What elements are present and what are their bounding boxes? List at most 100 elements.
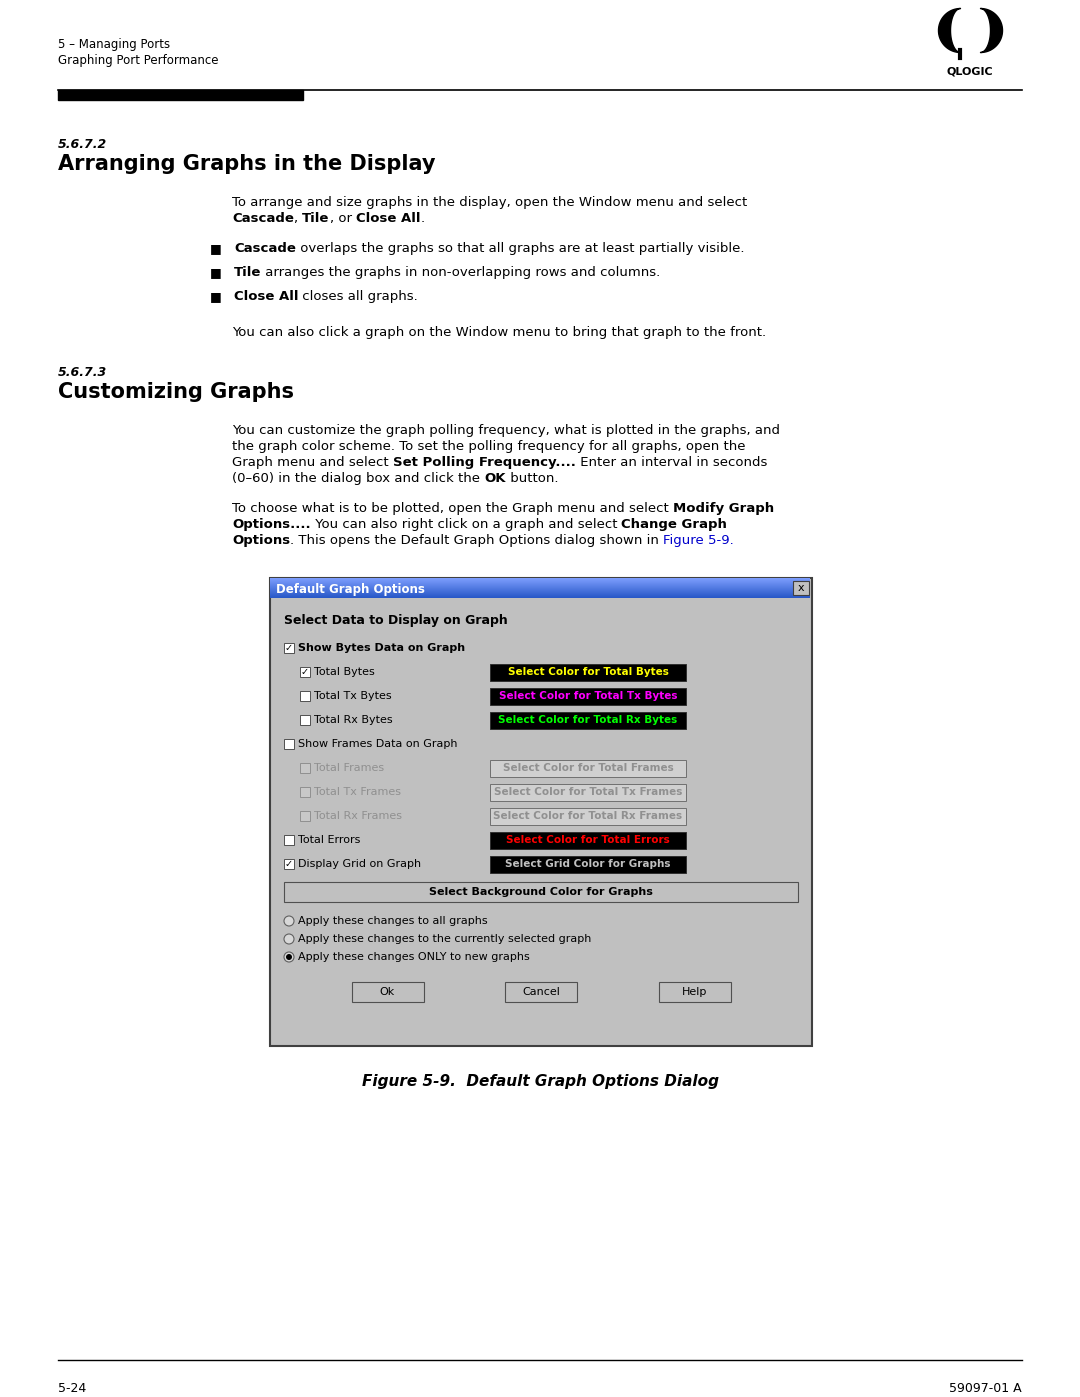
- Text: the graph color scheme. To set the polling frequency for all graphs, open the: the graph color scheme. To set the polli…: [232, 440, 745, 453]
- Text: overlaps the graphs so that all graphs are at least partially visible.: overlaps the graphs so that all graphs a…: [296, 242, 744, 256]
- Text: ■: ■: [210, 242, 221, 256]
- Text: Figure 5-9.: Figure 5-9.: [663, 534, 734, 548]
- Text: Help: Help: [681, 988, 707, 997]
- Text: Show Bytes Data on Graph: Show Bytes Data on Graph: [298, 643, 465, 652]
- Text: Ok: Ok: [380, 988, 395, 997]
- Text: ✓: ✓: [285, 859, 293, 869]
- Text: Cascade: Cascade: [234, 242, 296, 256]
- Text: ■: ■: [210, 291, 221, 303]
- Text: .: .: [420, 212, 424, 225]
- Text: To arrange and size graphs in the display, open the Window menu and select: To arrange and size graphs in the displa…: [232, 196, 747, 210]
- Text: To choose what is to be plotted, open the Graph menu and select: To choose what is to be plotted, open th…: [232, 502, 673, 515]
- Circle shape: [286, 954, 292, 960]
- Bar: [270, 578, 812, 1046]
- Circle shape: [284, 951, 294, 963]
- Circle shape: [284, 916, 294, 926]
- Bar: [351, 982, 423, 1002]
- Text: Default Graph Options: Default Graph Options: [276, 583, 424, 595]
- Text: Graph menu and select: Graph menu and select: [232, 455, 393, 469]
- Text: OK: OK: [484, 472, 505, 485]
- Bar: [300, 787, 310, 798]
- Bar: [300, 812, 310, 821]
- Text: You can customize the graph polling frequency, what is plotted in the graphs, an: You can customize the graph polling freq…: [232, 425, 780, 437]
- Text: You can also right click on a graph and select: You can also right click on a graph and …: [311, 518, 621, 531]
- Text: Select Data to Display on Graph: Select Data to Display on Graph: [284, 615, 508, 627]
- Text: Select Color for Total Frames: Select Color for Total Frames: [502, 763, 673, 773]
- Text: Enter an interval in seconds: Enter an interval in seconds: [576, 455, 767, 469]
- Text: Total Tx Bytes: Total Tx Bytes: [314, 692, 392, 701]
- Text: Modify Graph: Modify Graph: [673, 502, 774, 515]
- Text: ✓: ✓: [301, 666, 309, 678]
- Text: Show Frames Data on Graph: Show Frames Data on Graph: [298, 739, 458, 749]
- Bar: [58, 89, 303, 101]
- Bar: [300, 715, 310, 725]
- Text: Set Polling Frequency....: Set Polling Frequency....: [393, 455, 576, 469]
- Text: Change Graph: Change Graph: [621, 518, 727, 531]
- Bar: [490, 664, 686, 680]
- Bar: [284, 643, 294, 652]
- Text: 5.6.7.3: 5.6.7.3: [58, 366, 107, 379]
- Text: 5.6.7.2: 5.6.7.2: [58, 138, 107, 151]
- Text: You can also click a graph on the Window menu to bring that graph to the front.: You can also click a graph on the Window…: [232, 326, 766, 339]
- Text: Cancel: Cancel: [522, 988, 559, 997]
- Text: 5-24: 5-24: [58, 1382, 86, 1396]
- Text: 59097-01 A: 59097-01 A: [949, 1382, 1022, 1396]
- Text: Apply these changes to all graphs: Apply these changes to all graphs: [298, 916, 488, 926]
- Text: closes all graphs.: closes all graphs.: [298, 291, 418, 303]
- Bar: [659, 982, 730, 1002]
- Text: Total Tx Frames: Total Tx Frames: [314, 787, 401, 798]
- Text: , or: , or: [329, 212, 356, 225]
- Text: Select Color for Total Tx Bytes: Select Color for Total Tx Bytes: [499, 692, 677, 701]
- Text: ■: ■: [210, 265, 221, 279]
- Bar: [490, 711, 686, 728]
- Bar: [284, 859, 294, 869]
- Text: Options: Options: [232, 534, 291, 548]
- Text: ✓: ✓: [285, 643, 293, 652]
- Text: Tile: Tile: [302, 212, 329, 225]
- Text: Figure 5-9.  Default Graph Options Dialog: Figure 5-9. Default Graph Options Dialog: [363, 1074, 719, 1090]
- Text: Cascade: Cascade: [232, 212, 294, 225]
- Text: Customizing Graphs: Customizing Graphs: [58, 381, 294, 402]
- Bar: [490, 831, 686, 848]
- Text: Close All: Close All: [356, 212, 420, 225]
- Text: Select Color for Total Rx Bytes: Select Color for Total Rx Bytes: [498, 715, 677, 725]
- Text: Graphing Port Performance: Graphing Port Performance: [58, 54, 218, 67]
- Text: x: x: [798, 583, 805, 592]
- Text: button.: button.: [505, 472, 558, 485]
- Text: Close All: Close All: [234, 291, 298, 303]
- Bar: [490, 760, 686, 777]
- Bar: [490, 855, 686, 873]
- Text: Select Color for Total Errors: Select Color for Total Errors: [507, 835, 670, 845]
- Bar: [300, 692, 310, 701]
- Bar: [300, 666, 310, 678]
- Text: Apply these changes to the currently selected graph: Apply these changes to the currently sel…: [298, 935, 592, 944]
- Text: Total Bytes: Total Bytes: [314, 666, 375, 678]
- Text: ,: ,: [294, 212, 302, 225]
- Bar: [284, 882, 798, 902]
- Bar: [284, 835, 294, 845]
- Text: arranges the graphs in non-overlapping rows and columns.: arranges the graphs in non-overlapping r…: [261, 265, 661, 279]
- Text: Total Frames: Total Frames: [314, 763, 384, 773]
- Text: 5 – Managing Ports: 5 – Managing Ports: [58, 38, 171, 52]
- Text: QLOGIC: QLOGIC: [947, 66, 994, 75]
- Bar: [490, 807, 686, 824]
- Text: Total Rx Frames: Total Rx Frames: [314, 812, 402, 821]
- Text: Total Rx Bytes: Total Rx Bytes: [314, 715, 393, 725]
- Text: Display Grid on Graph: Display Grid on Graph: [298, 859, 421, 869]
- Bar: [284, 739, 294, 749]
- Text: . This opens the Default Graph Options dialog shown in: . This opens the Default Graph Options d…: [291, 534, 663, 548]
- Bar: [505, 982, 577, 1002]
- Text: Arranging Graphs in the Display: Arranging Graphs in the Display: [58, 154, 435, 175]
- Bar: [300, 763, 310, 773]
- Text: (0–60) in the dialog box and click the: (0–60) in the dialog box and click the: [232, 472, 484, 485]
- Text: Total Errors: Total Errors: [298, 835, 361, 845]
- Text: Apply these changes ONLY to new graphs: Apply these changes ONLY to new graphs: [298, 951, 530, 963]
- Bar: [490, 784, 686, 800]
- Text: Tile: Tile: [234, 265, 261, 279]
- Text: Select Background Color for Graphs: Select Background Color for Graphs: [429, 887, 653, 897]
- Text: Select Color for Total Bytes: Select Color for Total Bytes: [508, 666, 669, 678]
- Circle shape: [284, 935, 294, 944]
- Bar: [490, 687, 686, 704]
- Bar: [793, 581, 809, 595]
- Text: Options....: Options....: [232, 518, 311, 531]
